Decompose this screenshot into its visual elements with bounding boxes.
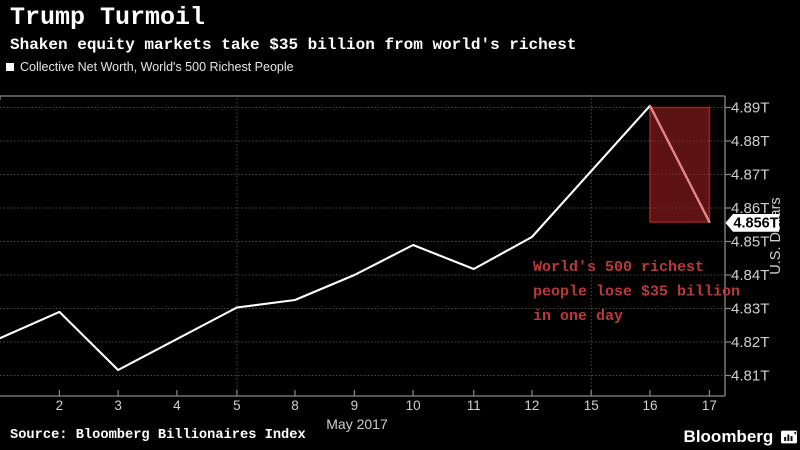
svg-text:4.85T: 4.85T	[731, 234, 769, 251]
svg-text:4.88T: 4.88T	[731, 133, 769, 150]
svg-text:15: 15	[584, 398, 599, 413]
svg-text:4.83T: 4.83T	[731, 301, 769, 318]
svg-text:World's 500 richest: World's 500 richest	[533, 259, 704, 276]
svg-text:4.856T: 4.856T	[733, 216, 778, 232]
svg-text:5: 5	[233, 398, 241, 413]
svg-text:9: 9	[351, 398, 359, 413]
svg-text:4.89T: 4.89T	[731, 100, 769, 117]
svg-text:4.84T: 4.84T	[731, 267, 769, 284]
svg-text:8: 8	[291, 398, 299, 413]
svg-text:12: 12	[524, 398, 539, 413]
svg-text:May 2017: May 2017	[326, 416, 388, 432]
svg-text:16: 16	[642, 398, 657, 413]
svg-text:3: 3	[114, 398, 122, 413]
svg-text:2: 2	[56, 398, 64, 413]
svg-text:4.81T: 4.81T	[731, 368, 769, 385]
svg-text:17: 17	[702, 398, 717, 413]
svg-text:10: 10	[406, 398, 421, 413]
svg-text:4.82T: 4.82T	[731, 334, 769, 351]
svg-text:in one day: in one day	[533, 308, 623, 325]
svg-text:11: 11	[467, 398, 481, 413]
svg-text:people lose $35 billion: people lose $35 billion	[533, 284, 740, 301]
svg-text:U.S. Dollars: U.S. Dollars	[768, 197, 784, 274]
svg-text:4.87T: 4.87T	[731, 167, 769, 184]
svg-text:4: 4	[173, 398, 181, 413]
